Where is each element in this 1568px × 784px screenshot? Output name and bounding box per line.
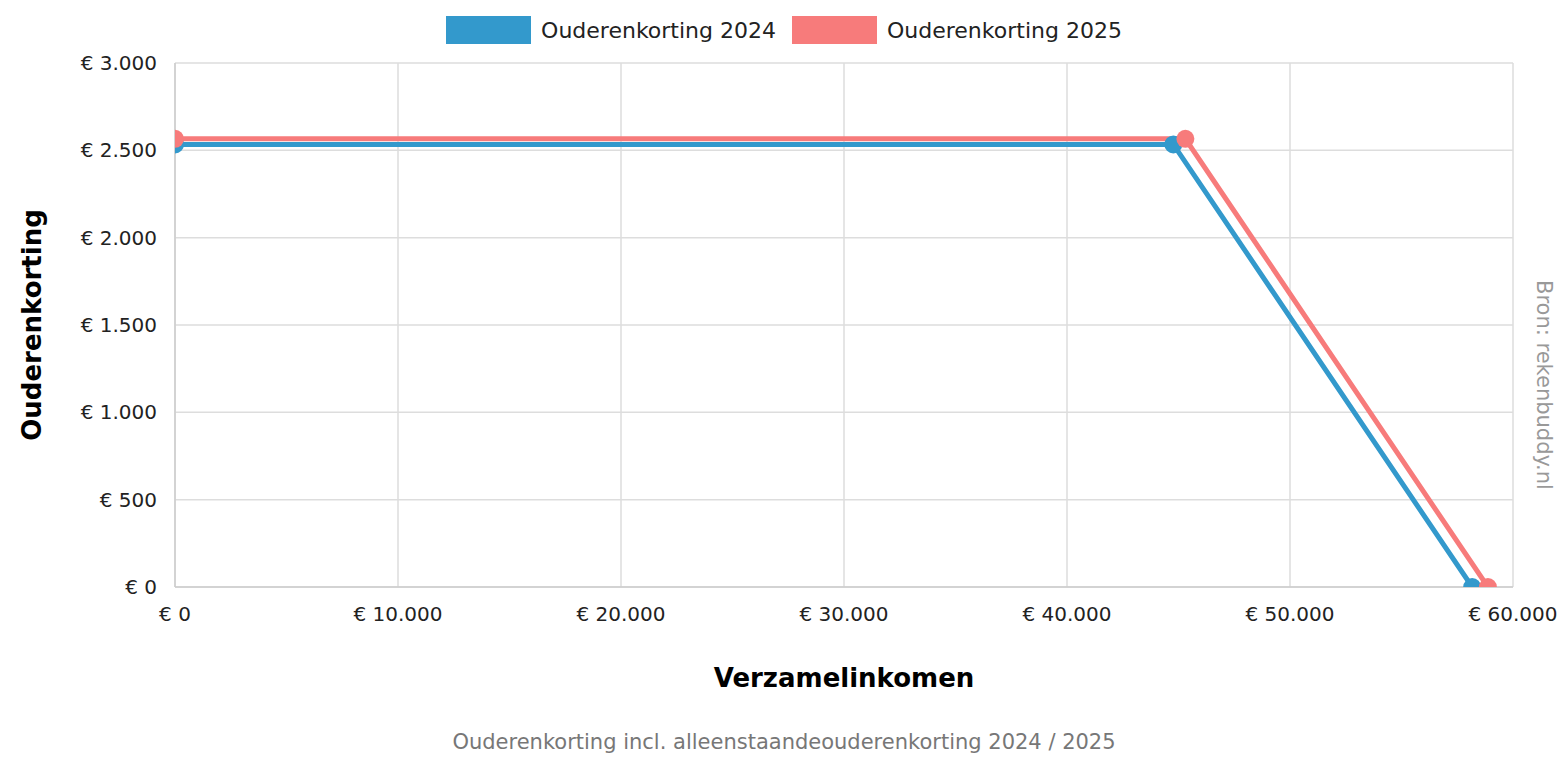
svg-text:€ 2.000: € 2.000 bbox=[81, 226, 157, 250]
svg-text:€ 50.000: € 50.000 bbox=[1245, 602, 1334, 626]
svg-text:€ 500: € 500 bbox=[100, 488, 157, 512]
html-text:Bron: rekenbuddy.nl: Bron: rekenbuddy.nl bbox=[1532, 280, 1556, 490]
svg-text:€ 40.000: € 40.000 bbox=[1022, 602, 1111, 626]
svg-text:€ 1.500: € 1.500 bbox=[81, 313, 157, 337]
svg-text:Ouderenkorting: Ouderenkorting bbox=[17, 209, 47, 441]
svg-text:€ 0: € 0 bbox=[159, 602, 191, 626]
html-text:Ouderenkorting 2024: Ouderenkorting 2024 bbox=[541, 17, 776, 43]
svg-text:€ 30.000: € 30.000 bbox=[799, 602, 888, 626]
svg-text:€ 2.500: € 2.500 bbox=[81, 138, 157, 162]
svg-text:Verzamelinkomen: Verzamelinkomen bbox=[714, 663, 975, 693]
svg-text:€ 10.000: € 10.000 bbox=[353, 602, 442, 626]
html-text:Ouderenkorting 2025: Ouderenkorting 2025 bbox=[887, 17, 1122, 43]
svg-text:€ 20.000: € 20.000 bbox=[576, 602, 665, 626]
svg-text:€ 3.000: € 3.000 bbox=[81, 51, 157, 75]
svg-text:€ 0: € 0 bbox=[125, 575, 157, 599]
svg-text:€ 60.000: € 60.000 bbox=[1468, 602, 1557, 626]
svg-text:€ 1.000: € 1.000 bbox=[81, 400, 157, 424]
html-text:Ouderenkorting incl. alleensta: Ouderenkorting incl. alleenstaandeoudere… bbox=[452, 730, 1116, 754]
